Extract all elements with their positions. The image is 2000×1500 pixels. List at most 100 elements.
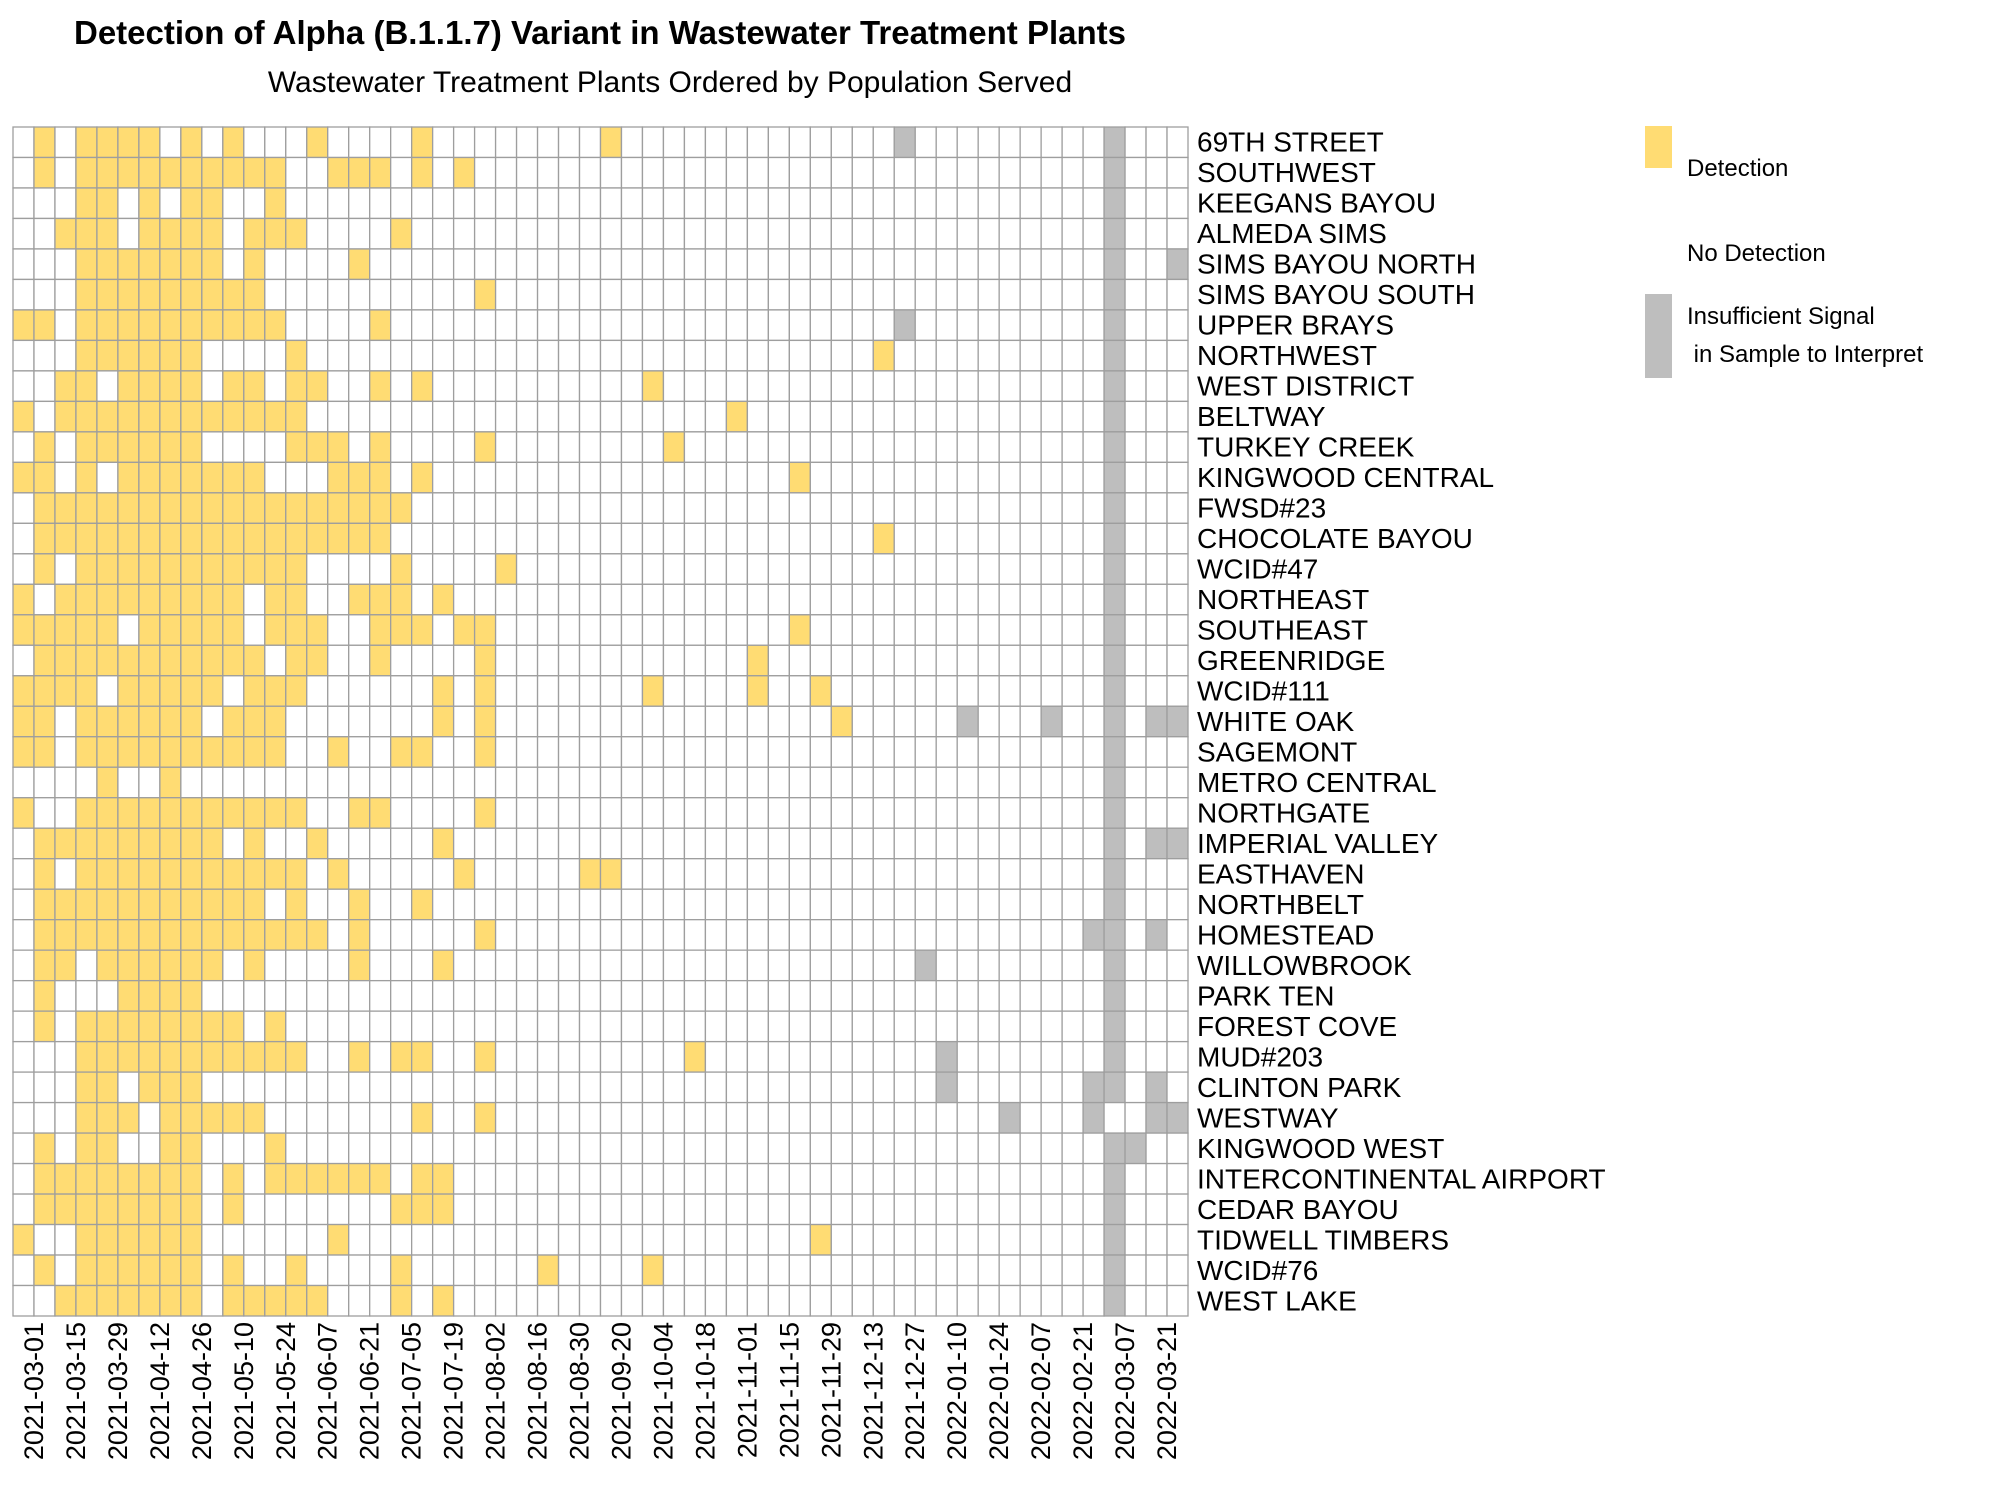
heatmap-cell: [1082, 583, 1105, 616]
heatmap-cell: [872, 705, 895, 738]
heatmap-cell: [1103, 217, 1126, 250]
heatmap-cell: [180, 1010, 203, 1043]
heatmap-cell: [851, 1101, 874, 1134]
heatmap-cell: [830, 1010, 853, 1043]
heatmap-cell: [893, 522, 916, 555]
heatmap-cell: [578, 614, 602, 646]
heatmap-cell: [620, 1040, 644, 1073]
heatmap-cell: [767, 675, 790, 707]
heatmap-cell: [578, 1162, 602, 1195]
heatmap-cell: [977, 1284, 1000, 1317]
heatmap-cell: [306, 1040, 329, 1073]
heatmap-cell: [348, 705, 371, 738]
heatmap-cell: [348, 1071, 371, 1104]
heatmap-cell: [1145, 979, 1168, 1012]
heatmap-cell: [390, 187, 413, 220]
heatmap-cell: [201, 979, 224, 1012]
heatmap-cell: [1082, 309, 1105, 342]
heatmap-cell: [956, 278, 979, 311]
heatmap-cell: [1019, 919, 1042, 951]
heatmap-cell: [243, 126, 266, 159]
heatmap-cell: [452, 949, 476, 982]
heatmap-cell: [599, 1284, 623, 1317]
heatmap-cell: [1061, 858, 1084, 890]
heatmap-cell: [914, 187, 937, 220]
heatmap-cell: [54, 1284, 77, 1317]
heatmap-cell: [75, 979, 98, 1012]
heatmap-cell: [515, 919, 539, 951]
heatmap-cell: [683, 431, 707, 464]
heatmap-cell: [830, 1162, 853, 1195]
heatmap-cell: [1124, 766, 1147, 799]
heatmap-cell: [683, 1223, 707, 1256]
heatmap-cell: [306, 1284, 329, 1317]
heatmap-cell: [620, 553, 644, 585]
heatmap-cell: [452, 339, 476, 372]
heatmap-cell: [390, 797, 413, 829]
heatmap-cell: [515, 1193, 539, 1226]
heatmap-cell: [662, 675, 686, 707]
heatmap-cell: [641, 797, 665, 829]
heatmap-cell: [935, 370, 958, 403]
heatmap-cell: [1166, 1071, 1189, 1104]
heatmap-cell: [180, 1132, 203, 1165]
heatmap-cell: [1019, 1071, 1042, 1104]
heatmap-cell: [1061, 400, 1084, 433]
heatmap-cell: [494, 492, 518, 524]
heatmap-cell: [75, 1162, 98, 1195]
heatmap-cell: [431, 1254, 455, 1287]
heatmap-cell: [578, 888, 602, 921]
heatmap-cell: [746, 797, 770, 829]
heatmap-cell: [956, 827, 979, 860]
heatmap-cell: [704, 1193, 728, 1226]
heatmap-cell: [578, 339, 602, 372]
heatmap-cell: [1082, 1162, 1105, 1195]
heatmap-cell: [390, 858, 413, 890]
heatmap-cell: [96, 644, 119, 677]
heatmap-cell: [75, 309, 98, 342]
heatmap-cell: [536, 553, 560, 585]
heatmap-cell: [243, 431, 266, 464]
heatmap-cell: [431, 705, 455, 738]
heatmap-cell: [33, 187, 56, 220]
heatmap-cell: [914, 1223, 937, 1256]
heatmap-cell: [1124, 1040, 1147, 1073]
heatmap-cell: [998, 583, 1021, 616]
heatmap-cell: [830, 1101, 853, 1134]
heatmap-cell: [1019, 1132, 1042, 1165]
heatmap-cell: [914, 1101, 937, 1134]
heatmap-cell: [431, 1132, 455, 1165]
heatmap-cell: [914, 919, 937, 951]
heatmap-cell: [159, 553, 182, 585]
heatmap-cell: [54, 949, 77, 982]
heatmap-cell: [767, 187, 790, 220]
heatmap-cell: [662, 431, 686, 464]
heatmap-cell: [830, 583, 853, 616]
heatmap-cell: [1166, 888, 1189, 921]
row-label: WEST LAKE: [1197, 1285, 1357, 1316]
heatmap-cell: [12, 156, 35, 189]
heatmap-cell: [390, 1132, 413, 1165]
heatmap-cell: [327, 461, 350, 494]
heatmap-cell: [494, 1162, 518, 1195]
heatmap-cell: [515, 126, 539, 159]
heatmap-cell: [725, 1193, 749, 1226]
heatmap-cell: [893, 217, 916, 250]
heatmap-cell: [1082, 858, 1105, 890]
heatmap-cell: [117, 1071, 140, 1104]
heatmap-cell: [914, 126, 937, 159]
heatmap-cell: [536, 736, 560, 768]
row-label: METRO CENTRAL: [1197, 767, 1437, 798]
heatmap-cell: [599, 370, 623, 403]
heatmap-cell: [1019, 1284, 1042, 1317]
heatmap-cell: [411, 766, 434, 799]
heatmap-cell: [54, 1223, 77, 1256]
heatmap-cell: [809, 919, 832, 951]
heatmap-cell: [369, 492, 392, 524]
heatmap-cell: [1019, 1254, 1042, 1287]
heatmap-cell: [725, 797, 749, 829]
heatmap-cell: [956, 705, 979, 738]
heatmap-cell: [977, 827, 1000, 860]
heatmap-cell: [599, 431, 623, 464]
heatmap-cell: [515, 187, 539, 220]
